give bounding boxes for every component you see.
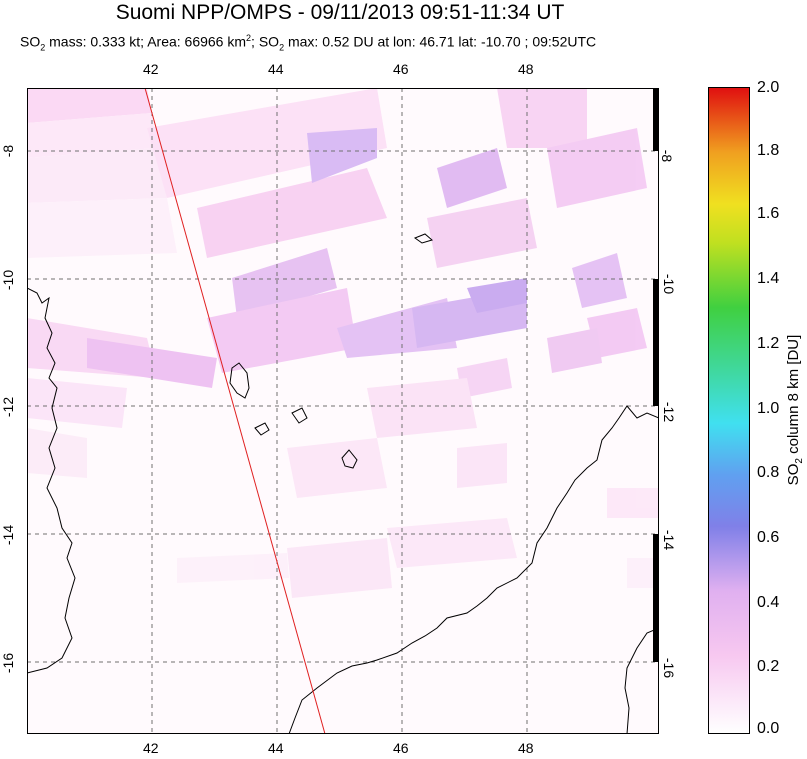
graticule (27, 88, 659, 734)
lat-tick-left-10: -10 (0, 269, 17, 291)
map-title: Suomi NPP/OMPS - 09/11/2013 09:51-11:34 … (115, 1, 565, 24)
colorbar-label: SO2 column 8 km [DU] (785, 334, 805, 486)
lon-tick-bottom-48: 48 (518, 740, 534, 756)
colorbar-tick-0.4: 0.4 (757, 594, 780, 611)
lat-tick-left-16: -16 (0, 652, 17, 674)
colorbar-tick-2.0: 2.0 (757, 79, 780, 96)
lon-tick-top-46: 46 (393, 61, 409, 77)
lat-tick-right-12: -12 (661, 401, 678, 423)
colorbar-tick-0.6: 0.6 (757, 529, 780, 546)
lat-tick-right-10: -10 (661, 273, 678, 295)
lat-tick-left-8: -8 (0, 144, 17, 158)
coastlines (27, 233, 659, 734)
lat-tick-right-8: -8 (659, 149, 676, 163)
colorbar-tick-1.2: 1.2 (757, 335, 780, 352)
lat-tick-left-12: -12 (0, 396, 17, 418)
colorbar-tick-1.0: 1.0 (757, 400, 780, 417)
lon-tick-bottom-46: 46 (393, 740, 409, 756)
lon-tick-top-48: 48 (518, 61, 534, 77)
lat-tick-right-14: -14 (661, 529, 678, 551)
frame-ticks (653, 88, 659, 662)
colorbar-tick-1.6: 1.6 (757, 205, 780, 222)
so2-map (27, 88, 659, 734)
colorbar-tick-0.2: 0.2 (757, 658, 780, 675)
lat-tick-right-16: -16 (661, 657, 678, 679)
lat-tick-left-14: -14 (0, 524, 17, 546)
orbit-swath-line (144, 88, 326, 734)
lon-tick-bottom-44: 44 (268, 740, 284, 756)
colorbar-tick-0.8: 0.8 (757, 464, 780, 481)
lon-tick-bottom-42: 42 (143, 740, 159, 756)
map-subtitle: SO2 mass: 0.333 kt; Area: 66966 km2; SO2… (20, 33, 597, 53)
colorbar-tick-1.4: 1.4 (757, 270, 780, 287)
colorbar-tick-0.0: 0.0 (757, 720, 780, 737)
lon-tick-top-44: 44 (268, 61, 284, 77)
colorbar-tick-1.8: 1.8 (757, 142, 780, 159)
colorbar (708, 87, 750, 734)
lon-tick-top-42: 42 (143, 61, 159, 77)
